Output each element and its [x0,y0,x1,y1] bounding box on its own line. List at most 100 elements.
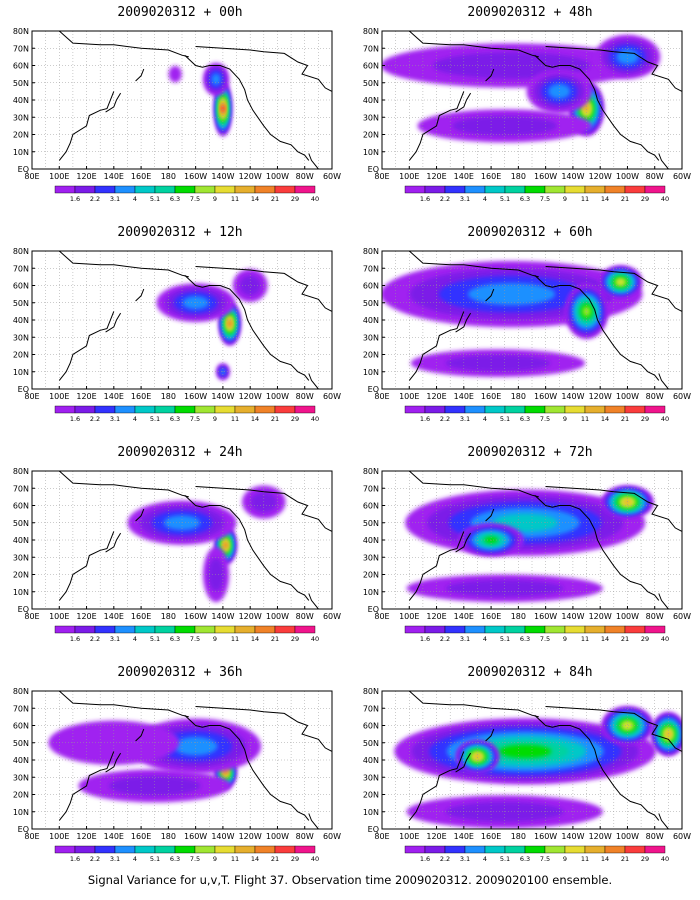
coastline [658,373,669,389]
y-tick-label: 10N [13,368,29,377]
colorbar-swatch [74,625,96,634]
x-tick-label: 120W [589,612,612,621]
panel-title: 2009020312 + 48h [467,5,593,20]
y-tick-label: EQ [368,825,379,834]
colorbar-label: 3.1 [460,195,470,203]
variance-contour [223,769,228,775]
colorbar-label: 7.5 [540,855,550,863]
colorbar-label: 5.1 [500,635,510,643]
y-tick-label: 30N [363,553,379,562]
colorbar-label: 9 [563,855,567,863]
variance-contour [623,499,632,505]
chart-panel: 2009020312 + 84h EQ 10N 20N 30N 40N 50N 60N 70N 8… [360,665,700,890]
x-tick-label: 100E [49,172,69,181]
colorbar-swatch [604,625,626,634]
colorbar-swatch [114,845,136,854]
x-tick-label: 60W [323,392,341,401]
coastline [408,31,539,58]
y-tick-label: 60N [363,722,379,731]
colorbar-label: 4 [483,195,487,203]
colorbar-swatch [154,625,176,634]
y-tick-label: 60N [363,282,379,291]
y-tick-label: 30N [363,113,379,122]
colorbar-swatch [464,405,486,414]
colorbar-swatch [584,625,606,634]
colorbar-swatch [644,845,666,854]
colorbar-swatch [544,185,566,194]
colorbar-swatch [584,845,606,854]
y-tick-label: 50N [13,79,29,88]
colorbar-swatch [274,185,296,194]
coastline [455,92,472,113]
colorbar-label: 2.2 [440,195,450,203]
variance-contour [467,283,556,306]
coastline [408,91,465,161]
panel-title: 2009020312 + 36h [117,665,243,680]
colorbar-swatch [234,185,256,194]
coastline [58,751,115,821]
variance-contour [474,754,481,759]
x-tick-label: 160W [184,172,207,181]
colorbar-swatch [644,405,666,414]
colorbar-label: 2.2 [440,635,450,643]
colorbar-swatch [174,625,196,634]
coastline [308,153,319,169]
y-tick-label: 30N [13,113,29,122]
colorbar-label: 11 [231,195,239,203]
colorbar-swatch [214,625,236,634]
x-tick-label: 100W [266,832,289,841]
colorbar-label: 3.1 [460,415,470,423]
x-tick-label: 80W [646,172,664,181]
y-tick-label: 10N [13,808,29,817]
colorbar-label: 9 [563,195,567,203]
colorbar-swatch [294,845,316,854]
colorbar-swatch [134,625,156,634]
y-tick-label: 50N [363,519,379,528]
y-tick-label: 70N [363,264,379,273]
colorbar-label: 11 [581,635,589,643]
x-tick-label: 120E [76,612,96,621]
x-tick-label: 120E [426,172,446,181]
y-tick-label: 70N [13,484,29,493]
colorbar-swatch [464,625,486,634]
x-tick-label: 120E [426,392,446,401]
colorbar-label: 14 [601,415,609,423]
colorbar-label: 29 [291,855,299,863]
colorbar-swatch [484,185,506,194]
coastline [658,153,669,169]
colorbar-swatch [444,845,466,854]
coastline [545,706,682,752]
y-tick-label: 60N [13,282,29,291]
colorbar-swatch [154,405,176,414]
colorbar-swatch [524,845,546,854]
colorbar-label: 1.6 [70,855,80,863]
x-tick-label: 180 [161,392,176,401]
colorbar-swatch [604,185,626,194]
y-tick-label: 10N [363,808,379,817]
x-tick-label: 120W [239,172,262,181]
colorbar-swatch [604,845,626,854]
colorbar-label: 7.5 [190,195,200,203]
colorbar-swatch [234,845,256,854]
coastline [408,311,465,381]
colorbar-swatch [444,185,466,194]
x-tick-label: 120E [426,832,446,841]
coastline [135,728,145,742]
coastline [184,494,310,601]
x-tick-label: 140W [211,832,234,841]
y-tick-label: EQ [18,385,29,394]
x-tick-label: 180 [511,172,526,181]
colorbar-label: 40 [311,415,319,423]
colorbar-label: 29 [641,855,649,863]
x-tick-label: 60W [323,612,341,621]
x-tick-label: 80W [646,612,664,621]
colorbar-label: 1.6 [70,415,80,423]
panel-title: 2009020312 + 12h [117,225,243,240]
colorbar-swatch [274,405,296,414]
x-tick-label: 160W [184,392,207,401]
y-tick-label: 50N [13,739,29,748]
colorbar-swatch [294,405,316,414]
colorbar-label: 2.2 [90,415,100,423]
x-tick-label: 60W [673,612,691,621]
colorbar-label: 9 [563,635,567,643]
